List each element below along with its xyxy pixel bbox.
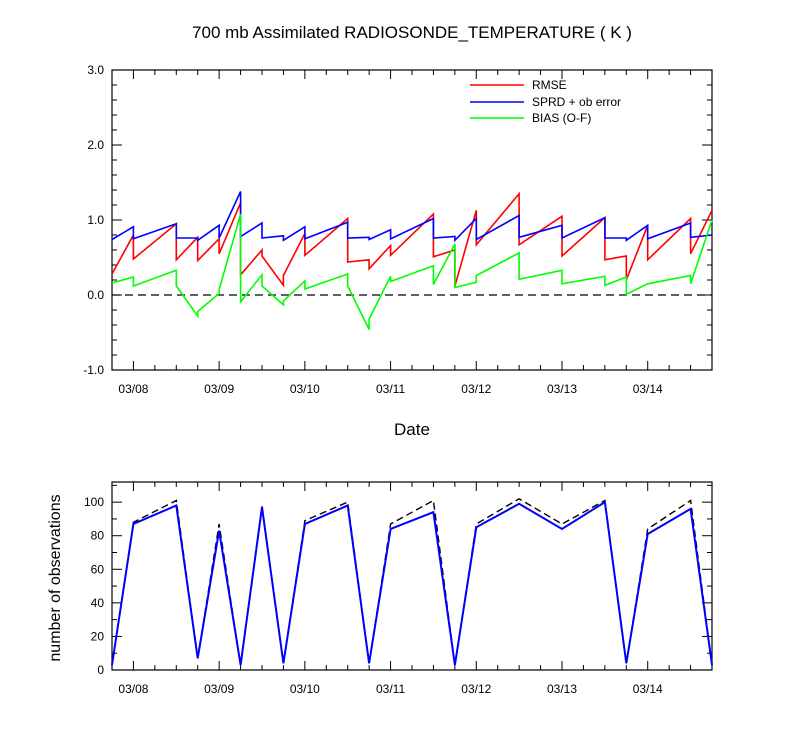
x-tick-label: 03/10: [290, 382, 320, 396]
series-line-possible-observations: [111, 497, 713, 666]
series-line-bias-o-f: [111, 213, 713, 330]
legend-label-bias: BIAS (O-F): [532, 111, 591, 125]
legend-label-sprd: SPRD + ob error: [532, 95, 621, 109]
legend: RMSE SPRD + ob error BIAS (O-F): [470, 78, 621, 125]
x-tick-label: 03/08: [118, 682, 148, 696]
x-tick-label: 03/12: [461, 382, 491, 396]
bottom-panel: 03/08 03/09 03/10 03/11 03/12 03/13 03/14 0 20 40…: [47, 481, 713, 696]
legend-label-rmse: RMSE: [532, 78, 567, 92]
y-tick-label: 40: [91, 596, 105, 610]
y-tick-label: 80: [91, 529, 105, 543]
series-line-rmse: [111, 191, 713, 288]
x-tick-label: 03/10: [290, 682, 320, 696]
y-axis-label: number of observations: [47, 494, 64, 661]
y-tick-label: 0.0: [87, 288, 104, 302]
y-tick-label: 60: [91, 562, 105, 576]
y-tick-label: 3.0: [87, 63, 104, 77]
plot-frame: [111, 69, 713, 371]
x-tick-label: 03/12: [461, 682, 491, 696]
x-tick-label: 03/13: [547, 682, 577, 696]
x-tick-label: 03/11: [376, 682, 405, 696]
x-axis-label: Date: [394, 420, 430, 439]
y-tick-label: 0: [97, 663, 104, 677]
x-tick-label: 03/11: [376, 382, 405, 396]
x-tick-label: 03/14: [633, 682, 663, 696]
y-tick-label: 1.0: [87, 213, 104, 227]
y-tick-label: 20: [91, 629, 105, 643]
x-tick-label: 03/09: [204, 382, 234, 396]
y-tick-label: 2.0: [87, 138, 104, 152]
y-tick-label: -1.0: [83, 363, 104, 377]
chart-title: 700 mb Assimilated RADIOSONDE_TEMPERATUR…: [192, 23, 632, 42]
top-panel: 700 mb Assimilated RADIOSONDE_TEMPERATUR…: [83, 23, 713, 439]
x-tick-label: 03/09: [204, 682, 234, 696]
x-tick-label: 03/14: [633, 382, 663, 396]
series-line-assimilated-observations: [111, 500, 713, 666]
x-tick-label: 03/13: [547, 382, 577, 396]
y-tick-label: 100: [84, 495, 104, 509]
top-plot-area: 03/08 03/09 03/10 03/11 03/12 03/13 03/14 -1.0 0…: [83, 63, 713, 396]
x-tick-label: 03/08: [118, 382, 148, 396]
plot-frame: [111, 481, 713, 671]
series-line-sprd-ob-error: [111, 191, 713, 243]
bottom-plot-area: 03/08 03/09 03/10 03/11 03/12 03/13 03/14 0 20 40…: [84, 481, 713, 696]
